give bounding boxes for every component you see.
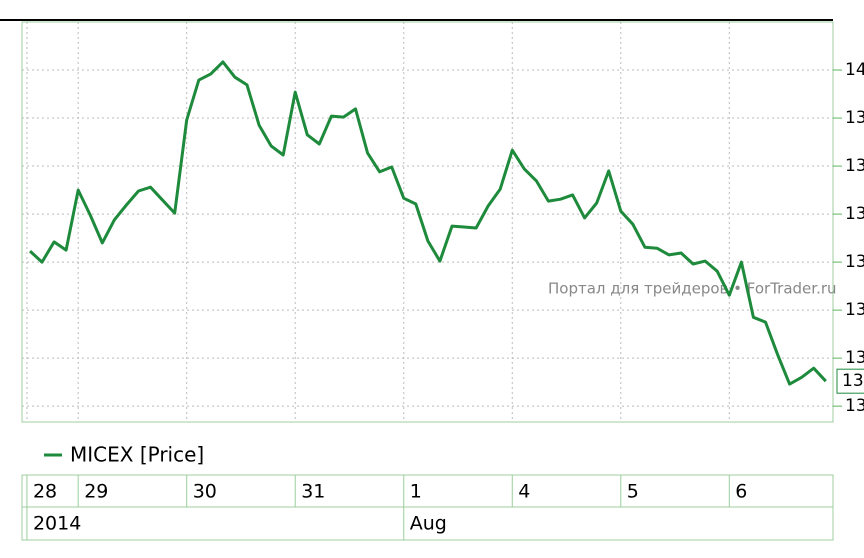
x-tick-label: 5 (627, 481, 639, 503)
x-tick-label: 29 (84, 481, 108, 503)
x-period-label: Aug (410, 513, 447, 535)
y-tick-label: 1360 (845, 252, 864, 272)
price-line (28, 60, 827, 386)
x-tick-label: 30 (193, 481, 217, 503)
y-tick-label: 1390 (845, 108, 864, 128)
legend-label: MICEX [Price] (70, 443, 204, 467)
last-value-label: 1335.2 (842, 371, 864, 391)
y-tick-label: 1350 (845, 300, 864, 320)
x-tick-label: 4 (518, 481, 530, 503)
watermark: Портал для трейдеров • ForTrader.ru (548, 280, 837, 298)
y-tick-label: 1380 (845, 156, 864, 176)
y-tick-label: 1340 (845, 348, 864, 368)
y-tick-label: 1400 (845, 60, 864, 80)
x-tick-label: 1 (410, 481, 422, 503)
x-tick-label: 31 (301, 481, 325, 503)
x-period-label: 2014 (33, 513, 81, 535)
plot-frame (21, 21, 834, 423)
x-tick-label: 28 (33, 481, 57, 503)
last-value-box (836, 368, 864, 394)
y-tick-label: 1370 (845, 204, 864, 224)
x-tick-label: 6 (735, 481, 747, 503)
y-tick-label: 1330 (845, 396, 864, 416)
